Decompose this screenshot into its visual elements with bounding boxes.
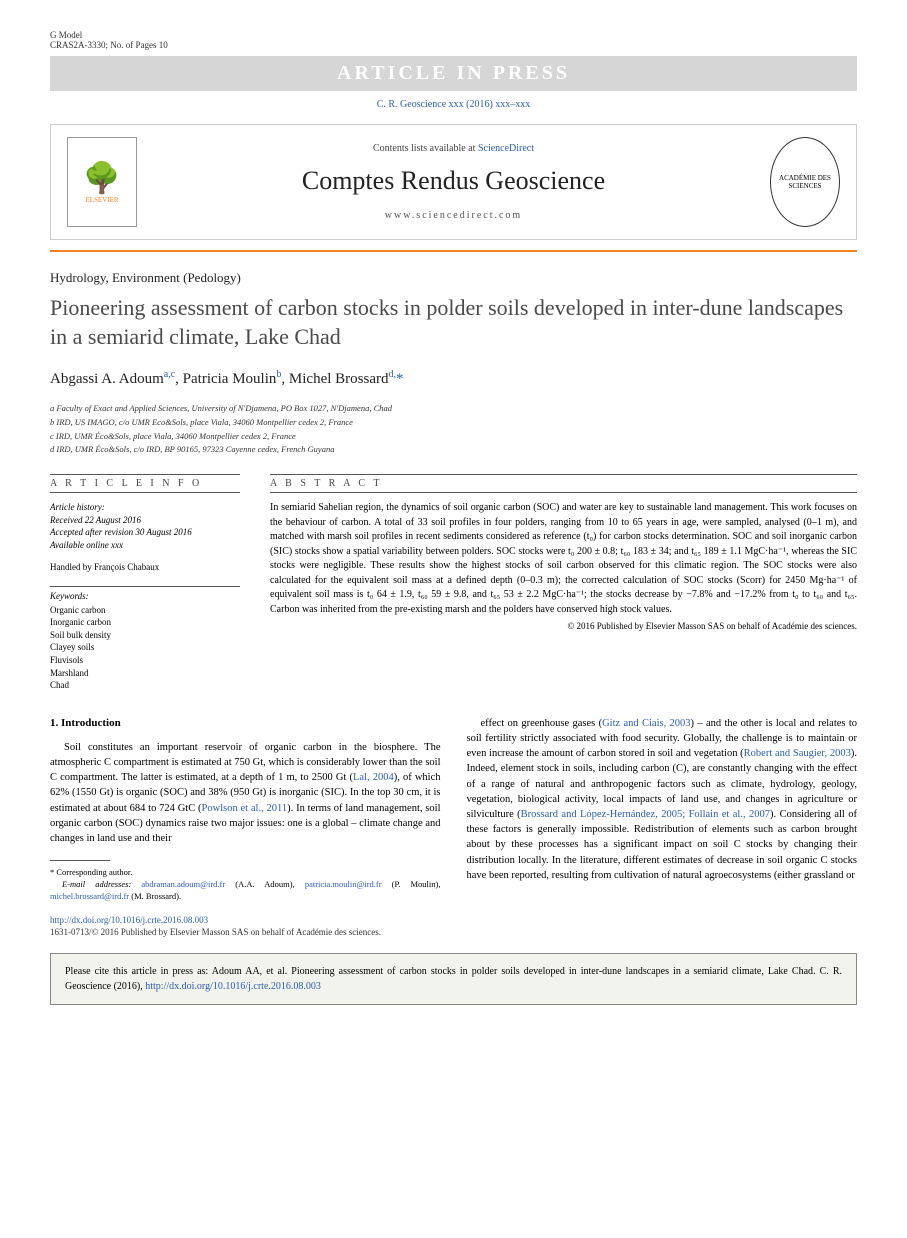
online-date: Available online xxx [50,539,240,552]
masthead-center: Contents lists available at ScienceDirec… [155,143,752,221]
ref-powlson-link[interactable]: Powlson et al., 2011 [202,803,288,814]
header-meta: G Model CRAS2A-3330; No. of Pages 10 [50,30,857,50]
authors-line: Abgassi A. Adouma,c, Patricia Moulinb, M… [50,369,857,388]
keyword-item: Organic carbon [50,604,240,617]
history-label: Article history: [50,501,240,514]
academie-seal-icon: ACADÉMIE DES SCIENCES [770,137,840,227]
keyword-item: Soil bulk density [50,629,240,642]
accepted-date: Accepted after revision 30 August 2016 [50,526,240,539]
keywords-label: Keywords: [50,586,240,601]
received-date: Received 22 August 2016 [50,514,240,527]
email-2[interactable]: patricia.moulin@ird.fr [305,879,382,889]
body-col-left: 1. Introduction Soil constitutes an impo… [50,716,441,903]
intro-paragraph-left: Soil constitutes an important reservoir … [50,740,441,847]
email-3[interactable]: michel.brossard@ird.fr [50,891,129,901]
journal-citation-line: C. R. Geoscience xxx (2016) xxx–xxx [50,99,857,110]
article-title: Pioneering assessment of carbon stocks i… [50,294,857,351]
keyword-item: Fluvisols [50,654,240,667]
journal-masthead: 🌳 ELSEVIER Contents lists available at S… [50,124,857,240]
keywords-list: Organic carbon Inorganic carbon Soil bul… [50,604,240,692]
elsevier-tree-icon: 🌳 [83,161,120,196]
elsevier-logo: 🌳 ELSEVIER [67,137,137,227]
citation-box: Please cite this article in press as: Ad… [50,953,857,1005]
ref-robert-link[interactable]: Robert and Saugier, 2003 [744,748,851,759]
abstract-column: A B S T R A C T In semiarid Sahelian reg… [270,474,857,692]
elsevier-label: ELSEVIER [85,196,118,204]
intro-paragraph-right: effect on greenhouse gases (Gitz and Cia… [467,716,858,883]
article-info-label: A R T I C L E I N F O [50,474,240,493]
footnote-rule [50,860,110,861]
corresponding-author-label: * Corresponding author. [50,867,441,879]
author-1-affil: a,c [164,369,175,380]
abstract-label: A B S T R A C T [270,474,857,493]
keyword-item: Marshland [50,667,240,680]
keyword-item: Clayey soils [50,641,240,654]
article-category: Hydrology, Environment (Pedology) [50,270,857,286]
citation-doi-link[interactable]: http://dx.doi.org/10.1016/j.crte.2016.08… [145,981,321,992]
affiliation-a: a Faculty of Exact and Applied Sciences,… [50,402,857,415]
article-info-sidebar: A R T I C L E I N F O Article history: R… [50,474,240,692]
author-3: , Michel Brossard [281,371,388,387]
corresponding-mark: * [396,371,404,387]
email-line: E-mail addresses: abdraman.adoum@ird.fr … [50,879,441,903]
article-history: Article history: Received 22 August 2016… [50,501,240,551]
handled-by: Handled by François Chabaux [50,562,240,572]
journal-url: www.sciencedirect.com [155,210,752,221]
article-ref: CRAS2A-3330; No. of Pages 10 [50,40,857,50]
article-in-press-banner: ARTICLE IN PRESS [50,56,857,91]
author-3-affil: d, [388,369,396,380]
affiliations-block: a Faculty of Exact and Applied Sciences,… [50,402,857,456]
bottom-copyright: 1631-0713/© 2016 Published by Elsevier M… [50,927,857,937]
orange-divider [50,250,857,252]
keyword-item: Inorganic carbon [50,616,240,629]
contents-available-line: Contents lists available at ScienceDirec… [155,143,752,154]
keyword-item: Chad [50,679,240,692]
email-1[interactable]: abdraman.adoum@ird.fr [141,879,225,889]
g-model-label: G Model [50,30,857,40]
journal-title: Comptes Rendus Geoscience [155,166,752,196]
ref-lal-link[interactable]: Lal, 2004 [353,772,394,783]
ref-brossard-link[interactable]: Brossard and López-Hernández, 2005; Foll… [521,809,770,820]
abstract-text: In semiarid Sahelian region, the dynamic… [270,501,857,617]
footnotes-block: * Corresponding author. E-mail addresses… [50,867,441,903]
body-two-column: 1. Introduction Soil constitutes an impo… [50,716,857,903]
body-col-right: effect on greenhouse gases (Gitz and Cia… [467,716,858,903]
affiliation-d: d IRD, UMR Éco&Sols, c/o IRD, BP 90165, … [50,443,857,456]
sciencedirect-link[interactable]: ScienceDirect [478,143,534,154]
contents-text: Contents lists available at [373,143,478,154]
ref-gitz-link[interactable]: Gitz and Ciais, 2003 [602,718,690,729]
author-1: Abgassi A. Adoum [50,371,164,387]
email-label: E-mail addresses: [62,879,141,889]
affiliation-c: c IRD, UMR Éco&Sols, place Viala, 34060 … [50,430,857,443]
author-2: , Patricia Moulin [175,371,276,387]
intro-heading: 1. Introduction [50,716,441,732]
doi-link[interactable]: http://dx.doi.org/10.1016/j.crte.2016.08… [50,915,857,925]
abstract-copyright: © 2016 Published by Elsevier Masson SAS … [270,621,857,631]
affiliation-b: b IRD, US IMAGO, c/o UMR Eco&Sols, place… [50,416,857,429]
